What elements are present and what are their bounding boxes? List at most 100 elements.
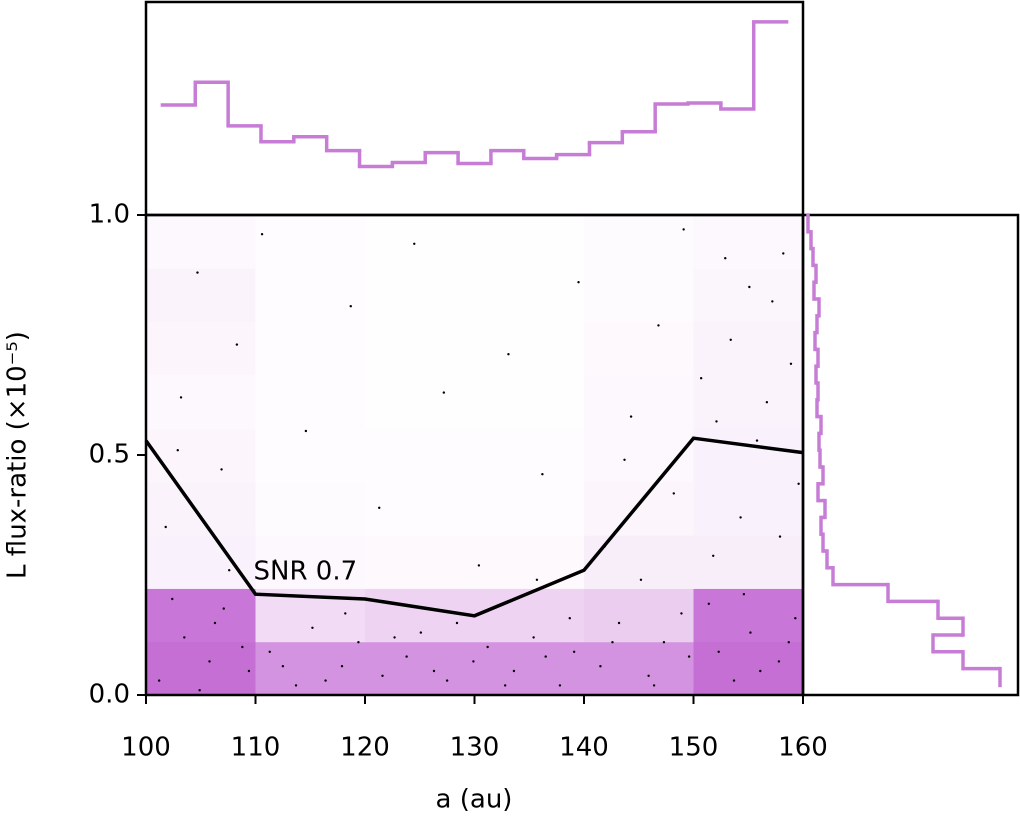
heatmap-cell	[584, 374, 694, 429]
heatmap-cell	[255, 481, 366, 536]
scatter-point	[672, 492, 675, 495]
scatter-point	[349, 305, 352, 308]
scatter-point	[629, 415, 633, 418]
snr-line	[144, 436, 804, 618]
scatter-point	[324, 679, 327, 682]
scatter-point	[765, 401, 769, 404]
heatmap-cell	[365, 215, 475, 269]
scatter-point	[157, 679, 161, 682]
scatter-point	[222, 607, 225, 610]
heatmap-cell	[693, 481, 804, 536]
scatter-point	[712, 554, 715, 557]
scatter-point	[477, 564, 481, 567]
heatmap-cell	[146, 535, 256, 589]
scatter-point	[657, 324, 660, 327]
heatmap-cell	[474, 215, 585, 269]
heatmap-cell	[474, 481, 585, 536]
heatmap-cell	[146, 641, 256, 696]
scatter-point	[340, 665, 344, 668]
scatter-point	[179, 396, 183, 399]
scatter-point	[749, 631, 752, 634]
heatmap-cell	[146, 428, 256, 483]
scatter-point	[198, 689, 201, 692]
heatmap-cell	[584, 641, 694, 696]
scatter-point	[213, 621, 217, 625]
heatmap-cell	[693, 268, 804, 323]
heatmap-cell	[365, 535, 475, 589]
scatter-point	[558, 684, 562, 687]
scatter-point	[344, 612, 347, 615]
scatter-point	[304, 429, 308, 433]
scatter-point	[778, 535, 782, 538]
right-frame	[801, 213, 1020, 697]
heatmap-cell	[584, 268, 694, 323]
scatter-point	[568, 617, 571, 620]
x-tick-label: 160	[778, 733, 828, 763]
scatter-point	[432, 669, 436, 673]
scatter-point	[739, 516, 742, 519]
scatter-point	[176, 449, 179, 452]
scatter-point	[413, 242, 416, 245]
scatter-point	[680, 612, 683, 615]
scatter-point	[662, 641, 666, 644]
heatmap-cell	[693, 215, 804, 269]
heatmap-cell	[146, 215, 256, 269]
scatter-point	[311, 626, 314, 629]
scatter-point	[617, 621, 621, 625]
scatter-point	[611, 641, 614, 644]
scatter-point	[707, 602, 711, 605]
scatter-point	[647, 674, 650, 677]
heatmap-cell	[365, 321, 475, 376]
scatter-point	[419, 631, 423, 634]
scatter-point	[729, 338, 732, 341]
scatter-point	[442, 391, 446, 394]
scatter-point	[208, 660, 211, 663]
heatmap-cell	[255, 268, 366, 323]
heatmap-cell	[474, 588, 585, 643]
heatmap-cell	[584, 428, 694, 483]
heatmap-cell	[365, 641, 475, 696]
scatter-point	[682, 228, 685, 231]
scatter-point	[717, 650, 720, 653]
heatmap-cell	[474, 374, 585, 429]
scatter-point	[599, 665, 602, 668]
scatter-point	[281, 665, 285, 668]
scatter-point	[512, 669, 516, 673]
top-frame	[144, 0, 805, 217]
heatmap-cell	[693, 641, 804, 696]
scatter-point	[405, 655, 408, 658]
heatmap-cell	[365, 481, 475, 536]
scatter-point	[274, 559, 277, 562]
heatmap-cell	[146, 588, 256, 643]
x-tick-label: 150	[669, 733, 719, 763]
scatter-point	[759, 669, 762, 673]
scatter-point	[577, 281, 580, 284]
scatter-point	[771, 300, 774, 303]
scatter-point	[235, 343, 239, 346]
scatter-point	[294, 684, 298, 687]
heatmap-cell	[693, 374, 804, 429]
heatmap-cell	[255, 641, 366, 696]
scatter-point	[732, 679, 736, 682]
heatmap-cell	[146, 321, 256, 376]
x-tick-label: 100	[121, 733, 171, 763]
scatter-point	[507, 353, 510, 356]
heatmap-cell	[474, 268, 585, 323]
scatter-point	[572, 650, 576, 653]
scatter-point	[268, 650, 271, 653]
scatter-point	[639, 578, 643, 581]
scatter-point	[652, 684, 656, 687]
heatmap-cell	[474, 641, 585, 696]
heatmap-cell	[474, 321, 585, 376]
scatter-point	[544, 655, 547, 658]
scatter-point	[755, 439, 759, 442]
scatter-point	[777, 660, 781, 663]
scatter-point	[715, 420, 718, 423]
heatmap-cell	[584, 321, 694, 376]
y-tick-label: 0.0	[89, 680, 130, 710]
scatter-point	[541, 473, 544, 476]
scatter-point	[445, 679, 449, 682]
scatter-point	[183, 636, 186, 639]
scatter-point	[381, 674, 384, 677]
